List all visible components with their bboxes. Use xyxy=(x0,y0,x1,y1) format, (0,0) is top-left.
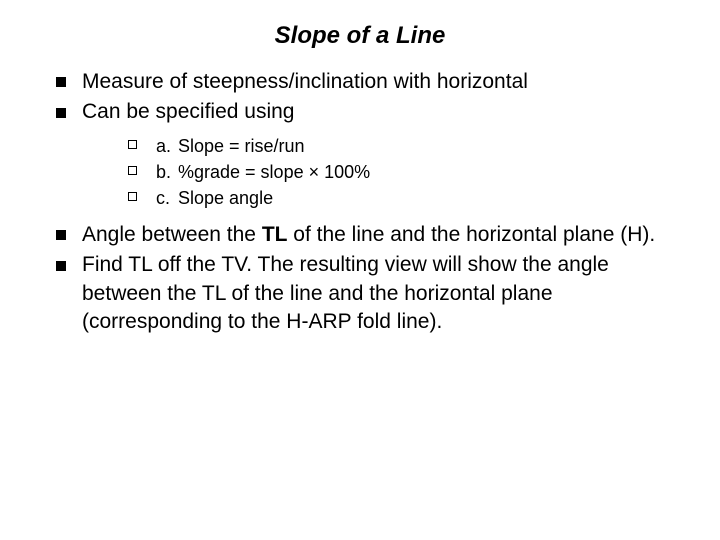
bullet-list: Measure of steepness/inclination with ho… xyxy=(48,68,672,336)
bullet-item: Angle between the TL of the line and the… xyxy=(48,221,672,249)
sub-bullet-label: a. xyxy=(156,133,178,159)
sub-bullet-text: Slope = rise/run xyxy=(178,136,305,156)
slide: Slope of a Line Measure of steepness/inc… xyxy=(0,0,720,540)
sub-bullet-list: a.Slope = rise/run b.%grade = slope × 10… xyxy=(82,133,672,211)
bullet-text-post: of the line and the horizontal plane (H)… xyxy=(287,223,655,246)
bullet-item: Find TL off the TV. The resulting view w… xyxy=(48,251,672,336)
slide-title: Slope of a Line xyxy=(48,22,672,50)
bullet-text-pre: Angle between the xyxy=(82,223,262,246)
bullet-text: Find TL off the TV. The resulting view w… xyxy=(82,253,609,333)
sub-bullet-text: %grade = slope × 100% xyxy=(178,162,370,182)
sub-bullet-item: c.Slope angle xyxy=(82,185,672,211)
sub-bullet-item: b.%grade = slope × 100% xyxy=(82,159,672,185)
bullet-item: Can be specified using a.Slope = rise/ru… xyxy=(48,98,672,211)
sub-bullet-item: a.Slope = rise/run xyxy=(82,133,672,159)
bullet-text-bold: TL xyxy=(262,223,288,246)
bullet-text: Measure of steepness/inclination with ho… xyxy=(82,70,528,93)
sub-bullet-text: Slope angle xyxy=(178,188,273,208)
sub-bullet-label: c. xyxy=(156,185,178,211)
bullet-text: Can be specified using xyxy=(82,100,294,123)
sub-bullet-label: b. xyxy=(156,159,178,185)
bullet-item: Measure of steepness/inclination with ho… xyxy=(48,68,672,96)
